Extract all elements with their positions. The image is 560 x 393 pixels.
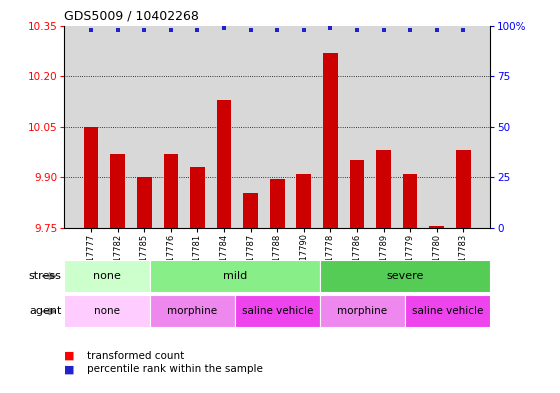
Text: none: none [94,307,120,316]
Bar [430,226,444,228]
Bar [456,151,470,228]
Bar [296,174,311,228]
Text: saline vehicle: saline vehicle [412,307,483,316]
Bar [217,100,231,228]
Text: ■: ■ [64,364,75,375]
FancyBboxPatch shape [235,296,320,327]
FancyBboxPatch shape [150,296,235,327]
Text: morphine: morphine [337,307,388,316]
Point [140,26,149,33]
Text: mild: mild [222,271,247,281]
Point [459,26,468,33]
FancyBboxPatch shape [405,296,490,327]
Text: agent: agent [29,307,62,316]
FancyBboxPatch shape [64,260,150,292]
Bar [164,154,178,228]
Point [113,26,122,33]
Text: stress: stress [29,271,62,281]
Point [220,24,228,31]
Text: transformed count: transformed count [87,351,184,361]
Bar [243,193,258,228]
Text: saline vehicle: saline vehicle [241,307,313,316]
Bar [403,174,417,228]
FancyBboxPatch shape [64,296,150,327]
Bar [137,177,152,228]
FancyBboxPatch shape [320,296,405,327]
Bar [190,167,205,228]
Point [352,26,361,33]
Point [246,26,255,33]
Text: morphine: morphine [167,307,217,316]
Bar [323,53,338,228]
Point [273,26,282,33]
Text: GDS5009 / 10402268: GDS5009 / 10402268 [64,10,199,23]
Point [379,26,388,33]
Point [432,26,441,33]
Point [405,26,414,33]
Point [166,26,175,33]
Text: none: none [93,271,121,281]
Bar [110,154,125,228]
FancyBboxPatch shape [320,260,490,292]
Bar [84,127,99,228]
FancyBboxPatch shape [150,260,320,292]
Point [299,26,308,33]
Point [326,24,335,31]
Bar [376,151,391,228]
Text: ■: ■ [64,351,75,361]
Point [87,26,96,33]
Point [193,26,202,33]
Text: percentile rank within the sample: percentile rank within the sample [87,364,263,375]
Bar [349,160,365,228]
Text: severe: severe [386,271,423,281]
Bar [270,179,284,228]
